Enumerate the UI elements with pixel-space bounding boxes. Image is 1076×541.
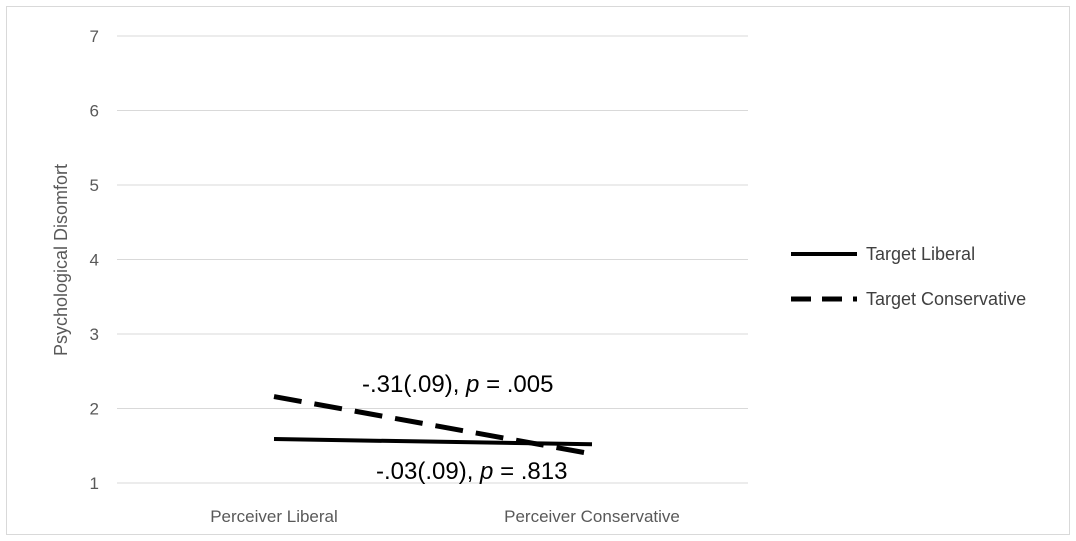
annotation-conservative-suffix: = .005 xyxy=(479,371,553,398)
legend-label-target-liberal: Target Liberal xyxy=(866,244,975,264)
series-lines xyxy=(273,394,593,457)
annotation-target-conservative: -.31(.09), p = .005 xyxy=(362,371,553,398)
x-tick-label-1: Perceiver Liberal xyxy=(210,507,338,526)
annotation-conservative-p: p xyxy=(465,371,479,398)
y-tick-label-1: 1 xyxy=(90,474,99,493)
x-axis-ticks: Perceiver Liberal Perceiver Conservative xyxy=(210,507,680,526)
x-tick-label-2: Perceiver Conservative xyxy=(504,507,680,526)
y-axis-label: Psychological Disomfort xyxy=(51,164,71,356)
legend-label-target-conservative: Target Conservative xyxy=(866,289,1026,309)
y-axis-ticks: 1 2 3 4 5 6 7 xyxy=(90,27,99,493)
y-tick-label-7: 7 xyxy=(90,27,99,46)
annotation-conservative-prefix: -.31(.09), xyxy=(362,371,466,398)
legend: Target Liberal Target Conservative xyxy=(791,244,1026,309)
series-line-target-conservative xyxy=(273,394,593,457)
y-tick-label-5: 5 xyxy=(90,176,99,195)
annotation-liberal-suffix: = .813 xyxy=(493,458,567,485)
y-tick-label-2: 2 xyxy=(90,400,99,419)
y-tick-label-3: 3 xyxy=(90,325,99,344)
y-tick-label-4: 4 xyxy=(90,251,99,270)
gridlines xyxy=(117,35,748,484)
y-tick-label-6: 6 xyxy=(90,102,99,121)
chart-frame xyxy=(6,6,1070,535)
annotation-target-liberal: -.03(.09), p = .813 xyxy=(376,458,567,485)
annotation-liberal-p: p xyxy=(479,458,493,485)
annotation-liberal-prefix: -.03(.09), xyxy=(376,458,480,485)
series-line-target-liberal xyxy=(273,437,593,447)
